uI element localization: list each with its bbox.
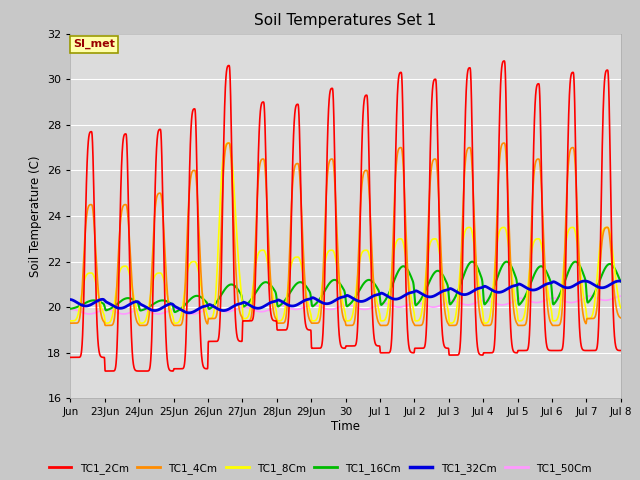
Line: TC1_16Cm: TC1_16Cm [70, 262, 621, 312]
TC1_2Cm [67, 354, 74, 360]
TC1_50Cm [67, 307, 74, 312]
TC1_16Cm [538, 264, 546, 269]
TC1_4Cm [180, 295, 188, 300]
TC1_32Cm [67, 297, 74, 302]
TC1_16Cm [524, 288, 532, 293]
TC1_2Cm [396, 71, 403, 76]
TC1_4Cm [366, 209, 374, 215]
TC1_16Cm [396, 266, 403, 272]
Line: TC1_2Cm: TC1_2Cm [70, 61, 621, 371]
TC1_50Cm [85, 311, 93, 317]
TC1_50Cm [586, 293, 593, 299]
TC1_8Cm [180, 288, 188, 294]
TC1_16Cm [67, 306, 74, 312]
TC1_2Cm [524, 347, 532, 352]
Y-axis label: Soil Temperature (C): Soil Temperature (C) [29, 155, 42, 277]
TC1_4Cm [617, 315, 625, 321]
Legend: TC1_2Cm, TC1_4Cm, TC1_8Cm, TC1_16Cm, TC1_32Cm, TC1_50Cm: TC1_2Cm, TC1_4Cm, TC1_8Cm, TC1_16Cm, TC1… [44, 459, 596, 478]
Line: TC1_50Cm: TC1_50Cm [70, 296, 621, 314]
Line: TC1_4Cm: TC1_4Cm [70, 143, 621, 325]
TC1_16Cm [617, 279, 625, 285]
TC1_32Cm [366, 295, 374, 301]
TC1_2Cm [500, 58, 508, 64]
TC1_50Cm [617, 293, 625, 299]
TC1_8Cm [137, 320, 145, 326]
TC1_2Cm [538, 201, 546, 206]
TC1_16Cm [366, 277, 374, 283]
TC1_4Cm [102, 323, 109, 328]
TC1_8Cm [396, 236, 403, 242]
TC1_32Cm [538, 284, 546, 289]
TC1_32Cm [617, 278, 625, 284]
TC1_16Cm [497, 266, 504, 272]
TC1_16Cm [468, 259, 476, 264]
TC1_2Cm [497, 82, 504, 87]
TC1_16Cm [171, 309, 179, 315]
TC1_8Cm [524, 286, 532, 291]
TC1_8Cm [617, 305, 625, 311]
TC1_4Cm [225, 140, 233, 146]
TC1_16Cm [180, 302, 188, 308]
TC1_2Cm [180, 360, 188, 366]
TC1_32Cm [185, 310, 193, 316]
TC1_8Cm [497, 226, 504, 231]
Title: Soil Temperatures Set 1: Soil Temperatures Set 1 [255, 13, 436, 28]
TC1_2Cm [102, 368, 109, 374]
TC1_32Cm [497, 289, 504, 295]
TC1_32Cm [616, 278, 623, 284]
Line: TC1_32Cm: TC1_32Cm [70, 281, 621, 313]
TC1_4Cm [497, 146, 504, 152]
Text: SI_met: SI_met [73, 39, 115, 49]
TC1_4Cm [67, 320, 74, 326]
TC1_8Cm [538, 245, 546, 251]
TC1_8Cm [225, 140, 232, 146]
TC1_50Cm [180, 309, 188, 315]
TC1_50Cm [497, 302, 504, 308]
TC1_32Cm [180, 309, 188, 314]
TC1_32Cm [396, 295, 403, 301]
TC1_4Cm [524, 308, 532, 314]
TC1_50Cm [524, 297, 531, 303]
TC1_8Cm [366, 256, 374, 262]
TC1_32Cm [524, 286, 531, 291]
TC1_2Cm [366, 211, 374, 217]
TC1_50Cm [396, 304, 403, 310]
Line: TC1_8Cm: TC1_8Cm [70, 143, 621, 323]
TC1_50Cm [538, 299, 546, 304]
TC1_4Cm [396, 145, 403, 151]
TC1_4Cm [538, 195, 546, 201]
TC1_8Cm [67, 318, 74, 324]
X-axis label: Time: Time [331, 420, 360, 433]
TC1_50Cm [366, 305, 374, 311]
TC1_2Cm [617, 348, 625, 353]
